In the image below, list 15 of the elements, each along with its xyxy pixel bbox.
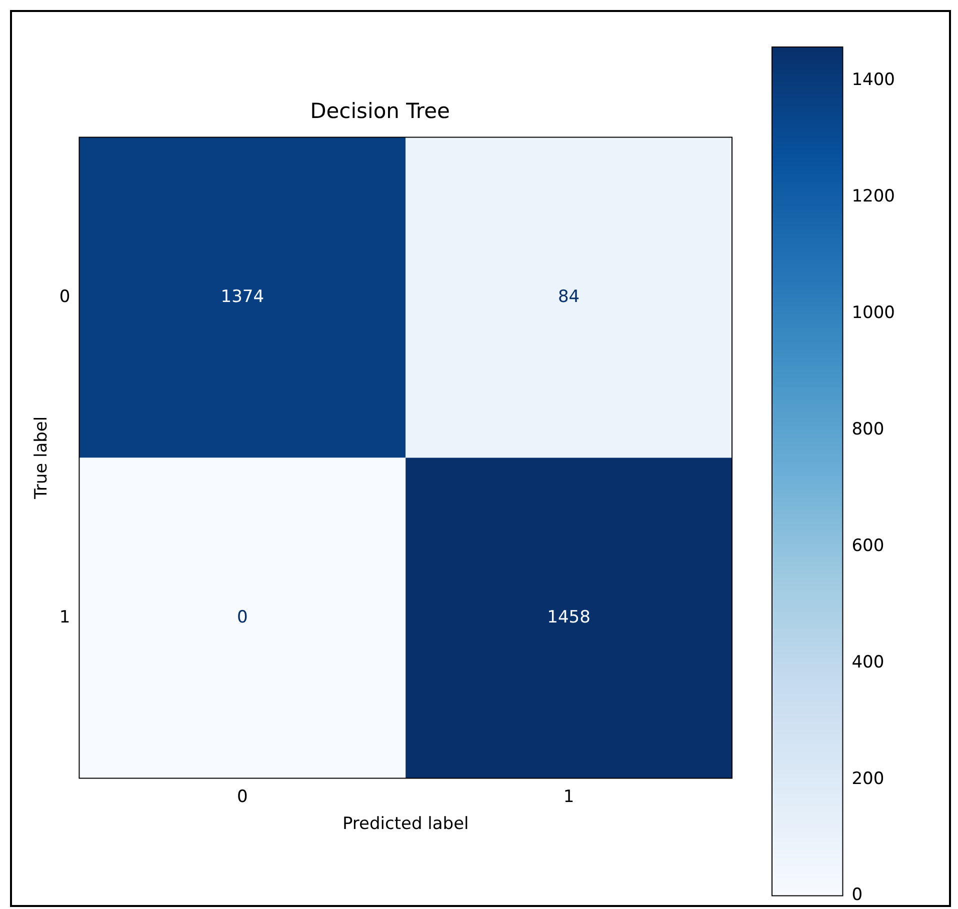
data-label: 1458 — [547, 607, 590, 628]
data-label: 0 — [237, 607, 248, 628]
color-bar-label: 200 — [852, 768, 884, 789]
color-bar-label: 1400 — [852, 70, 895, 90]
y-axis-title: True label — [32, 416, 52, 500]
color-bar-label: 600 — [852, 536, 884, 556]
color-bar-label: 1000 — [852, 303, 895, 324]
data-label: 1374 — [220, 286, 264, 307]
chart-title: Decision Tree — [310, 99, 450, 124]
x-axis-title: Predicted label — [342, 814, 469, 834]
data-label: 84 — [558, 286, 580, 307]
color-bar-label: 400 — [852, 652, 884, 672]
color-bar-label: 1200 — [852, 186, 895, 207]
color-bar-label: 800 — [852, 419, 884, 440]
color-bar-label: 0 — [852, 885, 863, 906]
